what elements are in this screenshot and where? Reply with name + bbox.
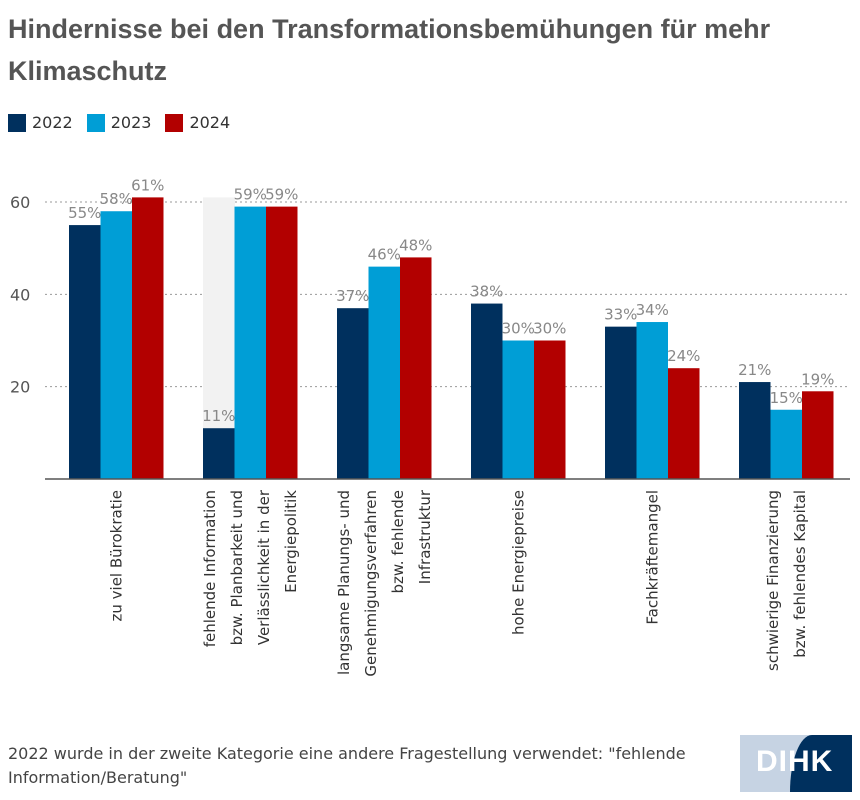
x-category-label: Genehmigungsverfahren: [362, 490, 380, 677]
bar-chart: 20 40 60 55%58%61% zu viel Bürokratie 11% 59%5…: [10, 176, 850, 677]
data-label: 24%: [667, 347, 700, 365]
data-label: 30%: [502, 320, 535, 338]
dihk-logo: DIHK: [740, 735, 852, 792]
bar-2024: [400, 257, 432, 479]
bar-2024: [802, 391, 834, 479]
legend-label: 2022: [32, 113, 73, 132]
legend-swatch: [165, 113, 184, 132]
bar-2022: [337, 308, 369, 479]
x-category-label: Infrastruktur: [416, 489, 434, 584]
data-label: 55%: [68, 204, 101, 222]
x-category-label: Verlässlichkeit in der: [255, 489, 273, 645]
x-category-label: bzw. fehlende: [389, 490, 407, 594]
legend-item-2022[interactable]: 2022: [8, 113, 73, 132]
bar-2023: [770, 409, 802, 479]
bar-2023: [636, 322, 668, 479]
bar-2024: [668, 368, 700, 479]
bar-2022: [471, 303, 503, 479]
y-tick-label: 40: [10, 285, 30, 304]
data-label: 59%: [234, 186, 267, 204]
x-category-label: bzw. Planbarkeit und: [228, 490, 246, 645]
footnote: 2022 wurde in der zweite Kategorie eine …: [8, 744, 686, 787]
legend-item-2023[interactable]: 2023: [86, 113, 152, 132]
data-label: 48%: [399, 236, 432, 254]
data-label: 15%: [770, 389, 803, 407]
x-category-label: hohe Energiepreise: [509, 490, 527, 635]
y-tick-label: 20: [10, 378, 30, 397]
x-category-label: schwierige Finanzierung: [764, 490, 782, 671]
bar-2024: [534, 340, 566, 479]
legend-label: 2023: [110, 113, 152, 132]
legend-swatch: [86, 113, 105, 132]
data-label: 11%: [202, 407, 235, 425]
x-category-label: Energiepolitik: [282, 490, 300, 593]
bar-2023: [234, 206, 266, 479]
bar-2022: [69, 225, 101, 479]
bar-2022: [203, 428, 235, 479]
data-label: 46%: [368, 246, 401, 264]
bar-2024: [132, 197, 164, 479]
x-category-label: bzw. fehlendes Kapital: [791, 490, 809, 658]
data-label: 38%: [470, 283, 503, 301]
bar-2023: [100, 211, 132, 479]
legend-item-2024[interactable]: 2024: [165, 113, 230, 132]
bar-2022: [739, 382, 771, 479]
data-label: 34%: [636, 301, 669, 319]
data-label: 30%: [533, 320, 566, 338]
data-label: 37%: [336, 287, 369, 305]
data-label: 61%: [131, 176, 164, 194]
data-label: 33%: [604, 306, 637, 324]
legend: 2022 2023 2024: [8, 113, 230, 132]
bar-2023: [368, 266, 400, 479]
data-label: 19%: [801, 370, 834, 388]
legend-swatch: [8, 113, 26, 132]
x-category-label: zu viel Bürokratie: [107, 490, 125, 622]
x-category-label: Fachkräftemangel: [643, 490, 661, 625]
bar-2024: [266, 206, 298, 479]
y-tick-label: 60: [10, 193, 30, 212]
data-label: 21%: [738, 361, 771, 379]
bar-2023: [502, 340, 534, 479]
bar-2022: [605, 326, 637, 479]
data-label: 59%: [265, 186, 298, 204]
chart-title: Hindernisse bei den Transformationsbemüh…: [8, 14, 771, 86]
data-label: 58%: [100, 190, 133, 208]
legend-label: 2024: [189, 113, 231, 132]
x-category-label: langsame Planungs- und: [335, 490, 353, 675]
x-category-label: fehlende Information: [201, 490, 219, 647]
